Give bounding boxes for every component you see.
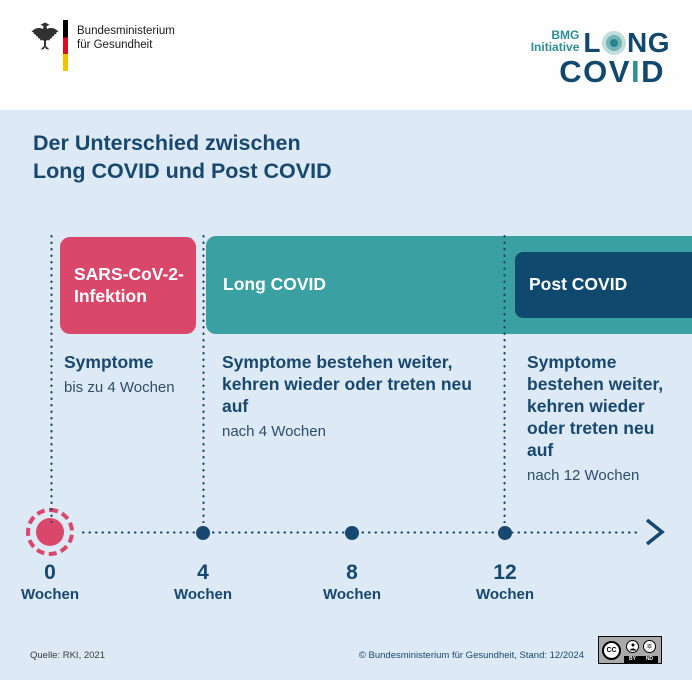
guide-line-week12 xyxy=(503,233,506,523)
ministry-name-line1: Bundesministerium xyxy=(77,25,175,37)
phase-label-post-covid: Post COVID xyxy=(529,274,628,295)
federal-eagle-icon xyxy=(31,22,59,50)
phase-label-long-covid: Long COVID xyxy=(223,274,327,295)
initiative-label: Initiative xyxy=(530,40,580,54)
tick-value: 8 xyxy=(346,561,358,584)
long-ng: NG xyxy=(627,27,670,58)
covid-pre: COV xyxy=(559,54,631,89)
description-detail: nach 12 Wochen xyxy=(527,467,640,484)
header-bar: Bundesministerium für Gesundheit BMG Ini… xyxy=(0,0,692,110)
long-wordmark: L NG xyxy=(583,27,670,59)
tick-label-week0: 0 Wochen xyxy=(5,561,95,604)
phase-label-infection-line1: SARS-CoV-2- xyxy=(74,264,184,284)
phase-description-post-covid: Symptome bestehen weiter, kehren wieder … xyxy=(527,351,677,485)
page-title-line1: Der Unterschied zwischen xyxy=(33,131,301,155)
covid-post: D xyxy=(641,54,665,89)
phase-description-long-covid: Symptome bestehen weiter, kehren wieder … xyxy=(222,351,474,441)
bmg-label: BMG xyxy=(551,27,580,42)
guide-line-week4 xyxy=(202,233,205,523)
covid-i: I xyxy=(630,54,642,89)
timeline-dot-week12 xyxy=(498,526,512,540)
cc-license-badge: CC = BY ND xyxy=(598,636,662,664)
german-flag-stripe xyxy=(63,20,68,71)
virus-o-mid-ring xyxy=(606,35,622,51)
description-detail: nach 4 Wochen xyxy=(222,423,326,440)
logo-row-long: BMG Initiative L NG xyxy=(531,27,670,59)
ministry-name: Bundesministerium für Gesundheit xyxy=(77,20,175,52)
tick-unit: Wochen xyxy=(173,586,233,603)
tick-unit: Wochen xyxy=(20,586,80,603)
long-l: L xyxy=(583,27,601,58)
cc-by-label: BY xyxy=(628,656,636,662)
timeline-arrow-icon xyxy=(645,518,665,546)
copyright-note: © Bundesministerium für Gesundheit, Stan… xyxy=(358,650,584,661)
tick-label-week12: 12 Wochen xyxy=(460,561,550,604)
virus-o-icon xyxy=(602,31,626,55)
timeline-dot-week8 xyxy=(345,526,359,540)
phase-box-infection: SARS-CoV-2- Infektion xyxy=(60,237,196,334)
ministry-logo: Bundesministerium für Gesundheit xyxy=(30,20,175,71)
guide-line-week0 xyxy=(50,233,53,523)
description-detail: bis zu 4 Wochen xyxy=(64,379,175,396)
timeline-dot-week4 xyxy=(196,526,210,540)
covid-wordmark: COVID xyxy=(531,56,670,87)
ministry-name-line2: für Gesundheit xyxy=(77,39,153,51)
page-title: Der Unterschied zwischen Long COVID und … xyxy=(33,130,332,185)
source-note: Quelle: RKI, 2021 xyxy=(30,650,105,661)
timeline-axis xyxy=(80,531,640,534)
tick-value: 12 xyxy=(493,561,517,584)
cc-license-text: BY ND xyxy=(624,656,658,663)
tick-unit: Wochen xyxy=(322,586,382,603)
cc-nd-icon: = xyxy=(643,640,656,653)
cc-nd-label: ND xyxy=(645,656,654,662)
long-covid-initiative-logo: BMG Initiative L NG COVID xyxy=(531,27,670,87)
page-title-line2: Long COVID und Post COVID xyxy=(33,158,332,183)
tick-value: 0 xyxy=(44,561,56,584)
cc-by-person-icon xyxy=(626,640,639,653)
description-heading: Symptome bestehen weiter, kehren wieder … xyxy=(527,352,664,460)
phase-description-infection: Symptome bis zu 4 Wochen xyxy=(64,351,219,397)
description-heading: Symptome bestehen weiter, kehren wieder … xyxy=(222,352,472,416)
tick-value: 4 xyxy=(197,561,209,584)
virus-o-core xyxy=(610,39,618,47)
tick-label-week8: 8 Wochen xyxy=(307,561,397,604)
description-heading: Symptome xyxy=(64,352,154,372)
tick-label-week4: 4 Wochen xyxy=(158,561,248,604)
phase-box-post-covid: Post COVID xyxy=(515,252,692,318)
cc-icon: CC xyxy=(602,641,621,660)
tick-unit: Wochen xyxy=(475,586,535,603)
bmg-initiative-label: BMG Initiative xyxy=(530,27,580,54)
phase-label-infection: SARS-CoV-2- Infektion xyxy=(74,264,184,307)
nd-glyph: = xyxy=(647,641,652,651)
phase-label-infection-line2: Infektion xyxy=(74,285,147,306)
